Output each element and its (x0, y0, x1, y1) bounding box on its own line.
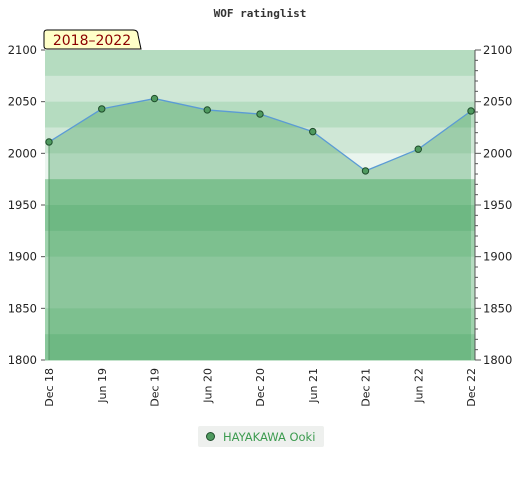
data-point (309, 127, 317, 136)
y-tick-label-left: 1900 (8, 250, 37, 264)
legend-label: HAYAKAWA Ooki (223, 429, 316, 444)
y-tick-label-right: 1850 (483, 301, 512, 315)
y-tick-label-left: 1850 (8, 301, 37, 315)
x-tick-label: Jun 21 (307, 368, 320, 404)
y-tick-label-left: 2050 (8, 95, 37, 109)
data-point (45, 138, 53, 146)
y-tick-label-right: 2050 (483, 95, 512, 109)
data-point (361, 167, 370, 175)
series-area-fill (49, 98, 471, 361)
background-band (45, 230, 475, 258)
y-tick-label-left: 2100 (8, 43, 37, 57)
y-tick-labels: 1800 1800 1850 1850 1900 1900 1950 1950 2000 2000… (8, 43, 513, 367)
x-tick-label: Dec 20 (254, 368, 267, 407)
x-tick-label: Jun 19 (96, 368, 109, 404)
y-tick-label-left: 1950 (8, 198, 37, 212)
y-tick-label-left: 2000 (8, 146, 37, 160)
axes (41, 49, 481, 361)
y-tick-label-left: 1800 (8, 353, 37, 367)
background-bands (45, 50, 475, 361)
background-band (45, 205, 475, 232)
background-band (45, 308, 475, 335)
y-tick-label-right: 1900 (483, 250, 512, 264)
data-point (414, 145, 422, 153)
y-tick-label-right: 2100 (483, 43, 512, 57)
y-tick-label-right: 1950 (483, 198, 512, 212)
x-tick-label: Dec 19 (149, 368, 162, 407)
data-point (467, 107, 475, 115)
y-tick-label-right: 2000 (483, 146, 512, 160)
background-band (45, 153, 475, 180)
data-point (98, 105, 106, 113)
x-tick-labels: Dec 18 Jun 19 Dec 19 Jun 20 Dec 20 Jun 21 Dec … (43, 368, 478, 407)
x-tick-label: Dec 18 (43, 368, 56, 407)
x-tick-label: Dec 22 (465, 368, 478, 407)
y-tick-label-right: 1800 (483, 353, 512, 367)
series-markers (45, 94, 475, 175)
background-band (45, 256, 475, 283)
x-tick-label: Dec 21 (360, 368, 373, 407)
background-band (45, 75, 475, 103)
series-area (49, 98, 471, 361)
background-band (45, 334, 475, 361)
legend-marker-icon (206, 432, 215, 441)
period-label: 2018–2022 (53, 33, 131, 49)
legend: HAYAKAWA Ooki (198, 426, 324, 447)
chart-title: WOF ratinglist (214, 7, 307, 20)
background-band (45, 282, 475, 309)
data-point (203, 106, 211, 114)
background-band (45, 127, 475, 154)
x-tick-label: Jun 22 (412, 368, 425, 404)
background-band (45, 50, 475, 77)
period-badge: 2018–2022 (43, 29, 142, 50)
data-point (256, 110, 264, 118)
data-point (150, 94, 159, 103)
background-band (45, 179, 475, 206)
x-tick-label: Jun 20 (201, 368, 214, 404)
